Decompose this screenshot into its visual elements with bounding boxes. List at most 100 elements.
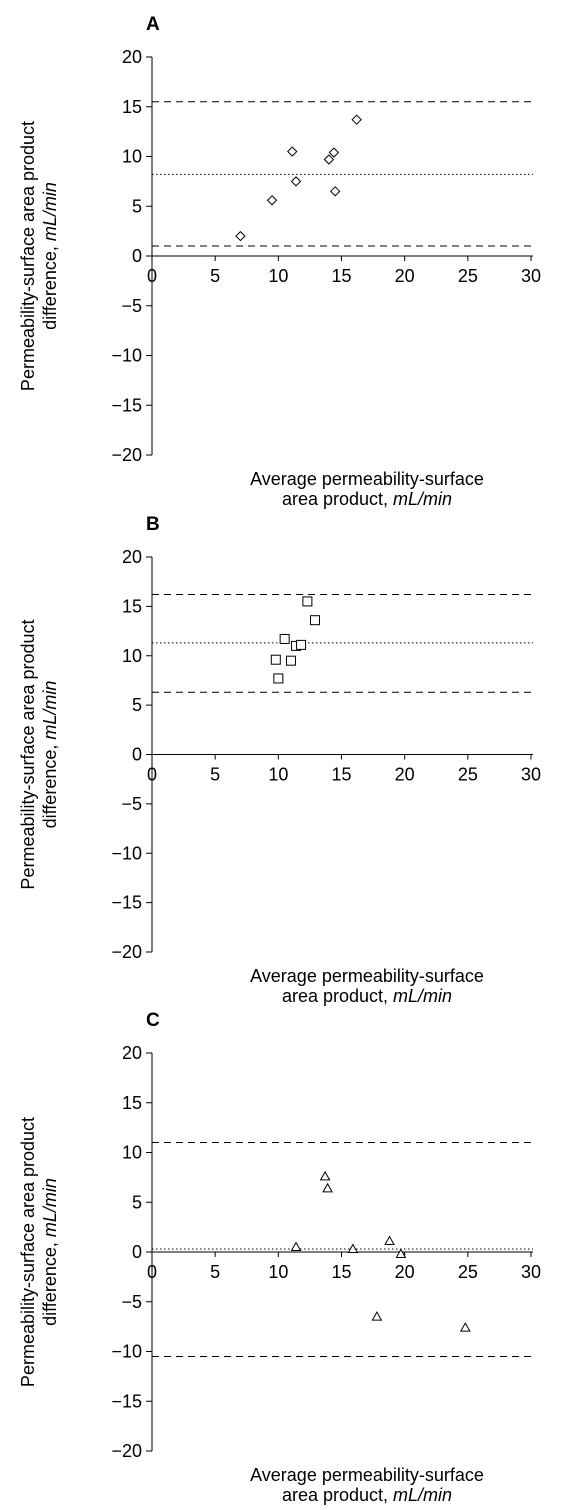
x-axis-title-unit: mL/min [393,1485,452,1505]
x-tick-label: 10 [268,1262,288,1282]
y-tick-label: −15 [111,395,142,415]
data-point-diamond [290,176,302,187]
data-point-diamond [323,154,335,165]
y-axis-title-prefix: difference, [40,740,60,829]
y-tick-label: 5 [132,196,142,216]
y-tick-label: −10 [111,843,142,863]
y-axis-title: Permeability-surface area product [18,619,38,889]
data-point-diamond [351,114,362,125]
y-tick-label: 5 [132,1192,142,1212]
x-tick-label: 0 [147,1262,157,1282]
x-tick-label: 25 [458,765,478,785]
panel-label: A [146,14,160,35]
data-point-diamond [328,147,340,158]
x-tick-label: 20 [395,266,415,286]
x-tick-label: 5 [210,765,220,785]
data-point-triangle [459,1322,471,1332]
data-point-triangle [371,1311,383,1321]
y-tick-label: −5 [121,296,142,316]
y-axis-title-line2: difference, mL/min [40,1178,60,1326]
data-point-square [309,615,320,626]
y-tick-label: 0 [132,1242,142,1262]
data-point-square [270,654,281,665]
y-tick-label: 15 [122,1093,142,1113]
y-tick-label: −5 [121,1292,142,1312]
data-point-square [296,639,307,650]
y-tick-label: −20 [111,942,142,962]
x-tick-label: 5 [210,1262,220,1282]
data-point-triangle [384,1235,395,1246]
x-axis-title-prefix: area product, [282,489,393,509]
data-point-square [302,596,313,607]
y-tick-label: 20 [122,47,142,67]
x-tick-label: 20 [395,1262,415,1282]
data-point-diamond [329,186,341,197]
x-tick-label: 25 [458,266,478,286]
x-tick-label: 15 [331,765,351,785]
y-tick-label: −20 [111,1441,142,1461]
data-point-square [279,633,290,644]
x-axis-title: Average permeability-surface [250,1465,484,1485]
x-axis-title-prefix: area product, [282,1485,393,1505]
data-point-triangle [347,1243,359,1254]
x-tick-label: 15 [331,1262,351,1282]
y-axis-title-prefix: difference, [40,1237,60,1326]
data-point-triangle [322,1182,333,1193]
y-tick-label: −15 [111,893,142,913]
x-tick-label: 5 [210,266,220,286]
y-tick-label: 15 [122,97,142,117]
data-point-square [285,655,296,666]
x-tick-label: 30 [521,266,541,286]
y-tick-label: 10 [122,1143,142,1163]
panel-label: C [146,1010,160,1031]
y-axis-title-unit: mL/min [40,1178,60,1237]
data-point-triangle [319,1170,331,1181]
x-tick-label: 10 [268,765,288,785]
y-tick-label: −20 [111,445,142,465]
x-tick-label: 20 [395,765,415,785]
x-axis-title-prefix: area product, [282,986,393,1006]
x-axis-title-unit: mL/min [393,986,452,1006]
y-axis-title: Permeability-surface area product [18,1117,38,1387]
x-axis-title-line2: area product, mL/min [282,489,452,509]
data-point-square [273,673,284,684]
y-tick-label: 15 [122,596,142,616]
panel-label: B [146,514,160,535]
y-tick-label: −10 [111,346,142,366]
x-tick-label: 10 [268,266,288,286]
y-tick-label: 20 [122,547,142,567]
x-tick-label: 15 [331,266,351,286]
x-tick-label: 0 [147,266,157,286]
y-tick-label: 20 [122,1043,142,1063]
x-tick-label: 30 [521,765,541,785]
y-axis-title: Permeability-surface area product [18,121,38,391]
x-axis-title: Average permeability-surface [250,966,484,986]
x-tick-label: 25 [458,1262,478,1282]
y-tick-label: 0 [132,745,142,765]
data-point-diamond [287,146,298,157]
y-tick-label: 5 [132,695,142,715]
data-point-diamond [235,230,246,242]
y-tick-label: 10 [122,646,142,666]
x-axis-title-line2: area product, mL/min [282,1485,452,1505]
x-axis-title: Average permeability-surface [250,469,484,489]
data-point-triangle [290,1241,302,1252]
x-tick-label: 0 [147,765,157,785]
y-axis-title-line2: difference, mL/min [40,182,60,330]
data-point-diamond [266,195,278,206]
x-tick-label: 30 [521,1262,541,1282]
y-tick-label: 10 [122,147,142,167]
y-tick-label: −5 [121,794,142,814]
y-axis-title-unit: mL/min [40,182,60,241]
y-axis-title-line2: difference, mL/min [40,681,60,829]
x-axis-title-unit: mL/min [393,489,452,509]
y-tick-label: −10 [111,1342,142,1362]
x-axis-title-line2: area product, mL/min [282,986,452,1006]
y-axis-title-unit: mL/min [40,681,60,740]
y-axis-title-prefix: difference, [40,241,60,330]
y-tick-label: −15 [111,1391,142,1411]
